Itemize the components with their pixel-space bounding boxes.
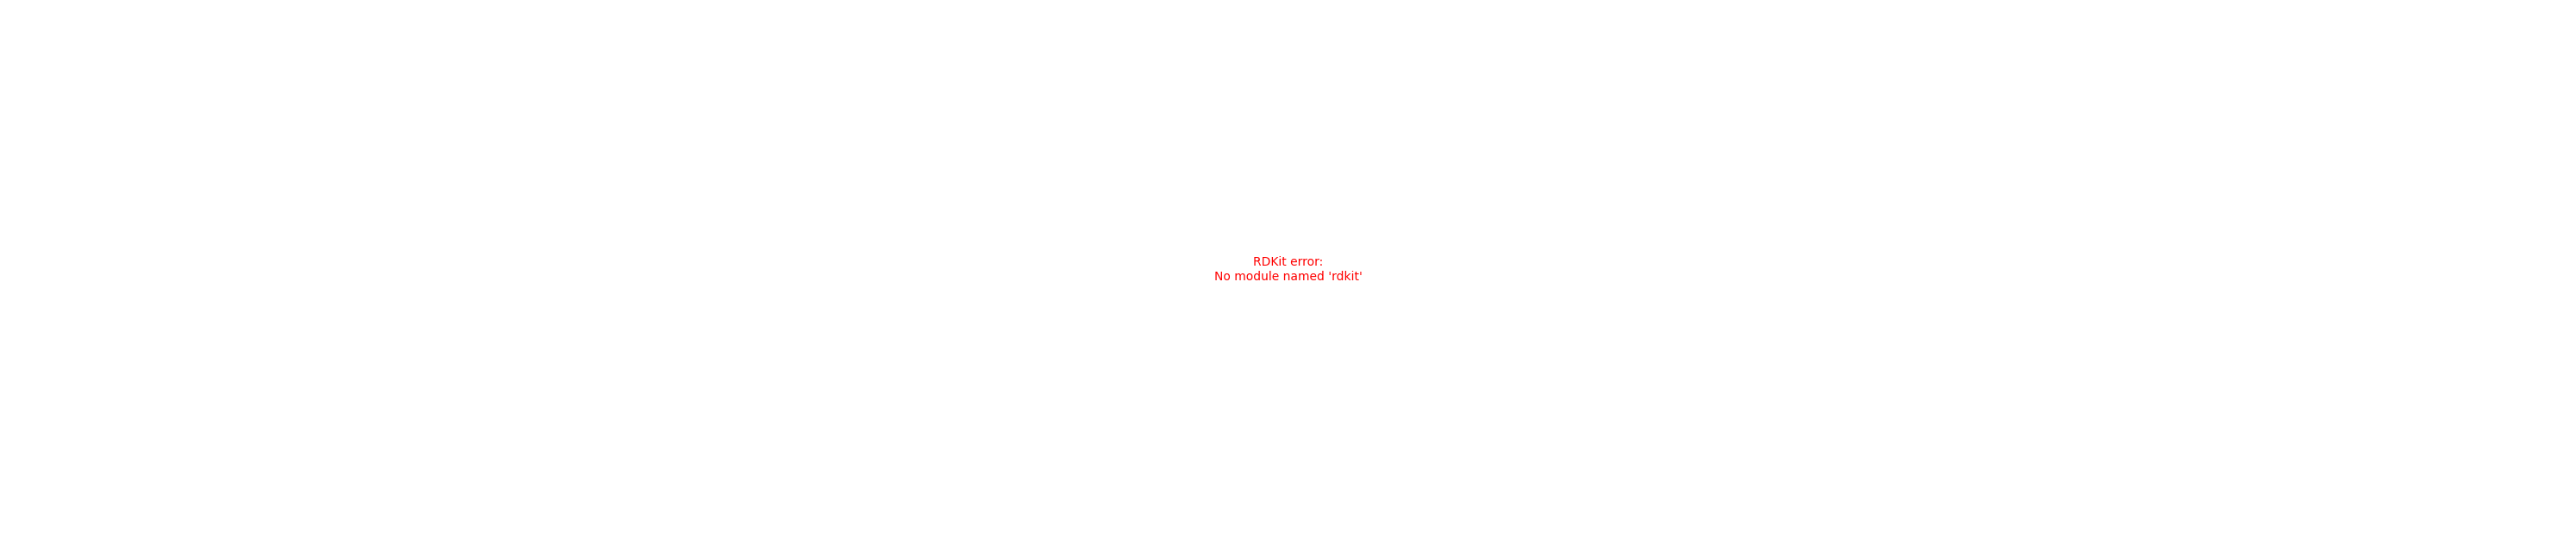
Text: RDKit error:
No module named 'rdkit': RDKit error: No module named 'rdkit': [1213, 257, 1363, 282]
